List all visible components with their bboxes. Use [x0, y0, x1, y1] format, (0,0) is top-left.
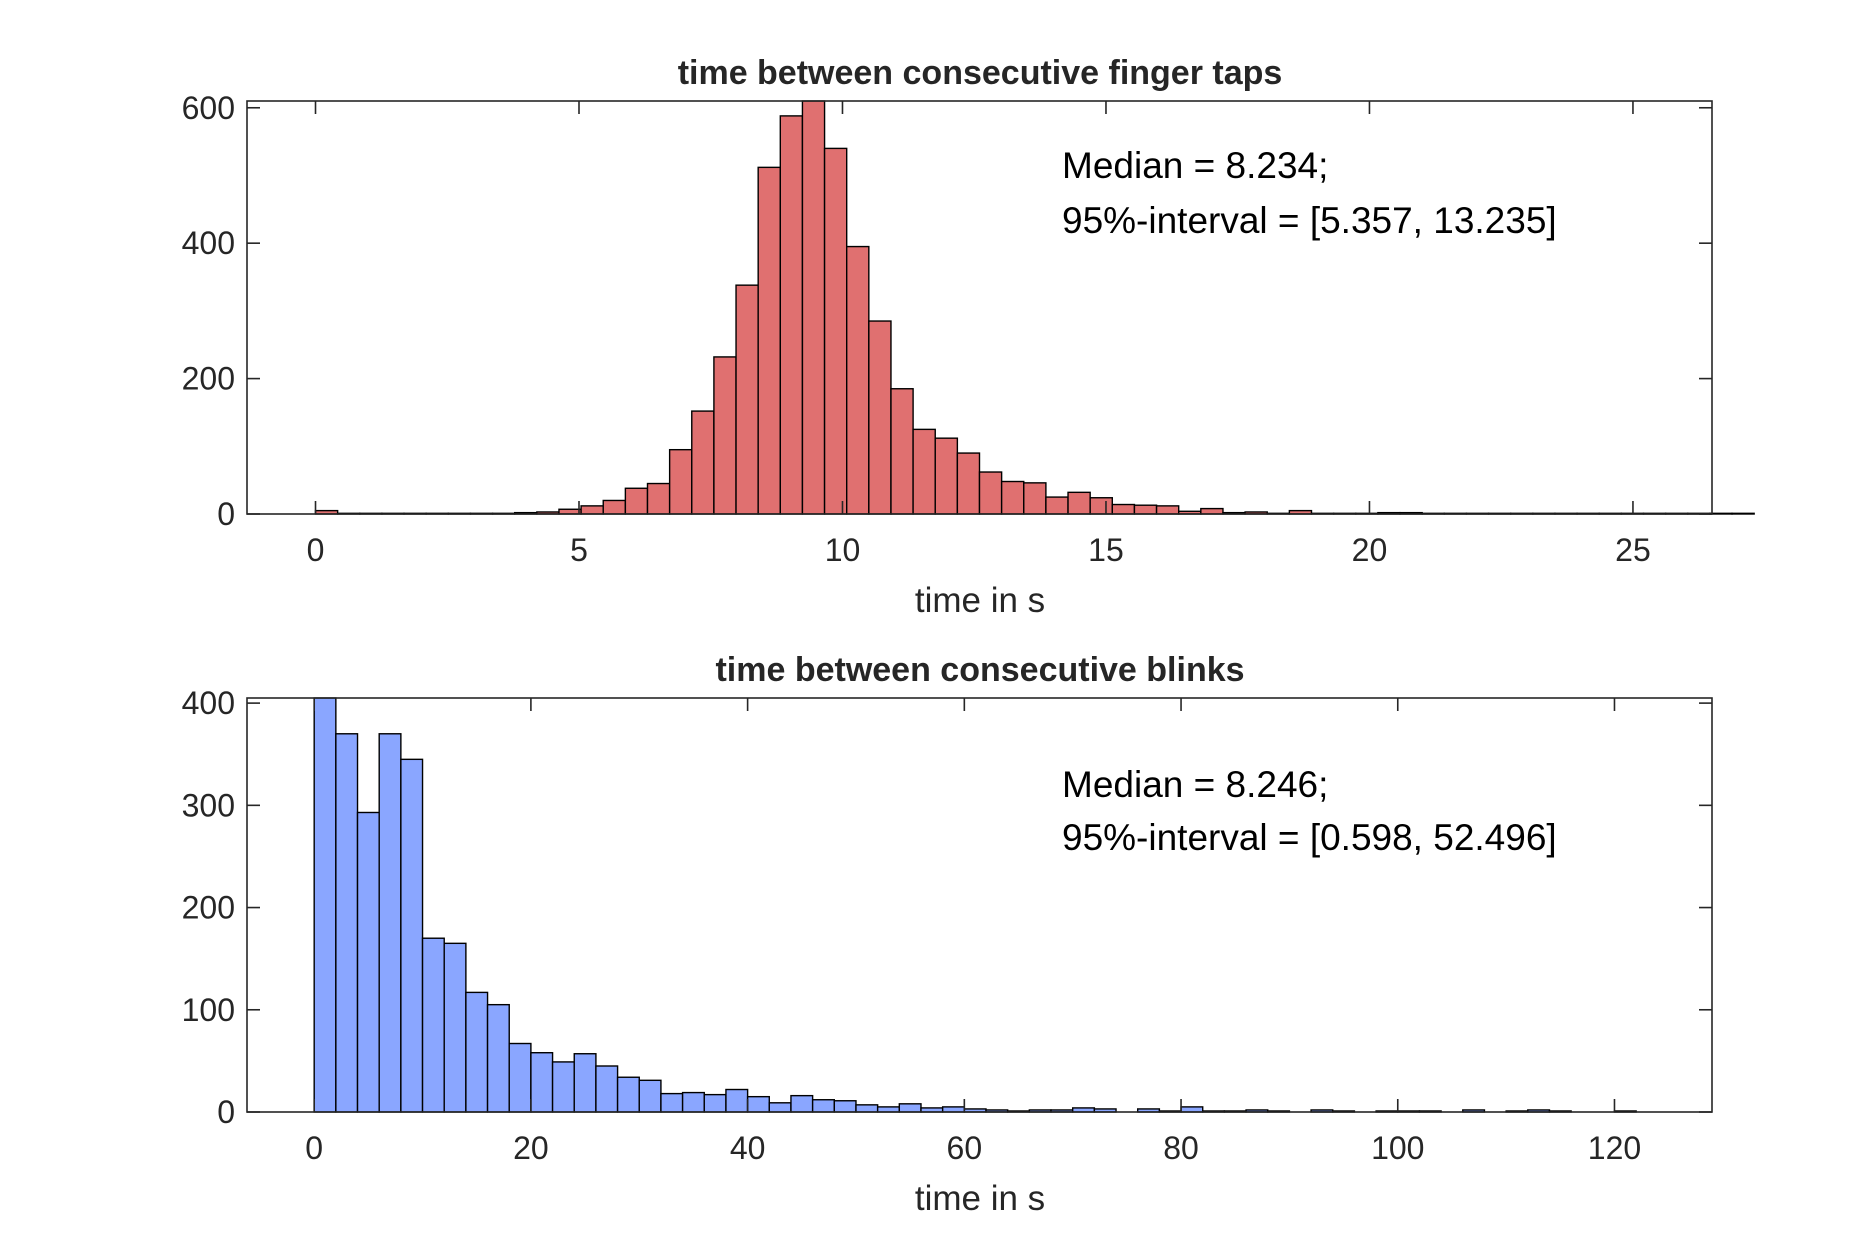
histogram-bar	[934, 437, 959, 515]
histogram-bar	[898, 1103, 922, 1113]
histogram-bar	[400, 758, 424, 1113]
x-tick-label: 100	[1371, 1130, 1424, 1166]
histogram-bar	[846, 245, 870, 515]
histogram-bar	[595, 1065, 619, 1113]
x-axis-label: time in s	[915, 581, 1045, 620]
histogram-bar	[465, 991, 489, 1113]
histogram-bar	[1111, 503, 1136, 515]
histogram-bar	[1200, 507, 1224, 515]
x-tick-label: 25	[1615, 532, 1651, 568]
bars	[314, 100, 1755, 515]
histogram-bar	[580, 505, 604, 515]
histogram-bar	[1089, 497, 1113, 515]
chart-finger-taps: time between consecutive finger taps 0 5 1…	[182, 54, 1755, 620]
x-tick-label: 60	[947, 1130, 983, 1166]
chart-title: time between consecutive finger taps	[678, 54, 1283, 92]
histogram-bar	[551, 1061, 575, 1113]
histogram-bar	[713, 356, 737, 515]
histogram-bar	[335, 733, 359, 1113]
histogram-bar	[691, 410, 715, 515]
histogram-bar	[356, 811, 380, 1113]
histogram-bar	[1023, 482, 1047, 515]
histogram-bar	[855, 1104, 879, 1113]
histogram-bar	[757, 166, 782, 515]
ticks: 0 5 10 15 20 25 0 200 400 600	[182, 90, 1712, 568]
bars	[313, 697, 1637, 1113]
interval-annotation: 95%-interval = [5.357, 13.235]	[1062, 200, 1557, 241]
chart-blinks: time between consecutive blinks 0 20 40 60 8…	[182, 651, 1713, 1218]
histogram-bar	[646, 482, 671, 515]
x-tick-label: 10	[825, 532, 861, 568]
x-tick-label: 5	[570, 532, 588, 568]
x-tick-label: 20	[1352, 532, 1388, 568]
y-tick-label: 200	[182, 890, 235, 926]
histogram-bar	[421, 937, 445, 1113]
histogram-bar	[668, 448, 693, 515]
histogram-bar	[912, 428, 936, 515]
histogram-bar	[1045, 496, 1069, 515]
histogram-bar	[703, 1093, 727, 1113]
y-tick-label: 600	[182, 90, 235, 126]
median-annotation: Median = 8.246;	[1062, 764, 1328, 805]
histogram-bar	[1067, 491, 1091, 515]
histogram-bar	[638, 1079, 662, 1113]
y-tick-label: 200	[182, 361, 235, 397]
y-tick-label: 100	[182, 992, 235, 1028]
y-tick-label: 400	[182, 685, 235, 721]
histogram-bar	[681, 1091, 705, 1113]
histogram-bar	[616, 1076, 640, 1113]
x-tick-label: 80	[1163, 1130, 1199, 1166]
histogram-bar	[779, 115, 804, 515]
histogram-bar	[956, 452, 981, 515]
histogram-bar	[530, 1052, 554, 1113]
x-tick-label: 40	[730, 1130, 766, 1166]
histogram-bar	[1709, 512, 1733, 515]
interval-annotation: 95%-interval = [0.598, 52.496]	[1062, 817, 1557, 858]
y-tick-label: 0	[217, 496, 235, 532]
x-tick-label: 15	[1088, 532, 1124, 568]
histogram-bar	[486, 1003, 510, 1113]
axes-box	[246, 697, 1713, 1113]
histogram-bar	[725, 1088, 749, 1113]
histogram-bar	[443, 942, 467, 1113]
x-tick-label: 120	[1588, 1130, 1641, 1166]
median-annotation: Median = 8.234;	[1062, 145, 1328, 186]
histogram-bar	[790, 1094, 814, 1113]
histogram-bar	[823, 147, 848, 515]
x-tick-label: 0	[307, 532, 325, 568]
y-tick-label: 0	[217, 1094, 235, 1130]
ticks: 0 20 40 60 80 100 120 0 100 200 300 400	[182, 685, 1712, 1166]
chart-title: time between consecutive blinks	[715, 651, 1244, 689]
histogram-bar	[508, 1042, 532, 1113]
histogram-bar	[735, 284, 759, 515]
histogram-bar	[378, 733, 402, 1113]
histogram-bar	[1000, 480, 1025, 515]
x-tick-label: 20	[513, 1130, 549, 1166]
histogram-bar	[868, 320, 892, 515]
histogram-bar	[833, 1100, 857, 1113]
histogram-bar	[624, 487, 649, 515]
axes-box	[246, 100, 1713, 515]
y-tick-label: 300	[182, 787, 235, 823]
x-tick-label: 0	[305, 1130, 323, 1166]
histogram-bar	[573, 1053, 597, 1113]
x-axis-label: time in s	[915, 1179, 1045, 1218]
y-tick-label: 400	[182, 225, 235, 261]
histogram-bar	[978, 471, 1003, 515]
histogram-bar	[660, 1092, 684, 1113]
histogram-bar	[1133, 504, 1158, 515]
histogram-bar	[602, 499, 627, 515]
histogram-bar	[811, 1099, 836, 1113]
histogram-bar	[890, 388, 914, 515]
histogram-bar	[1155, 505, 1180, 515]
histogram-bar	[313, 697, 337, 1113]
histogram-bar	[1731, 512, 1755, 515]
histogram-bar	[746, 1095, 770, 1113]
histogram-bar	[801, 100, 826, 515]
histogram-bar	[768, 1102, 792, 1113]
